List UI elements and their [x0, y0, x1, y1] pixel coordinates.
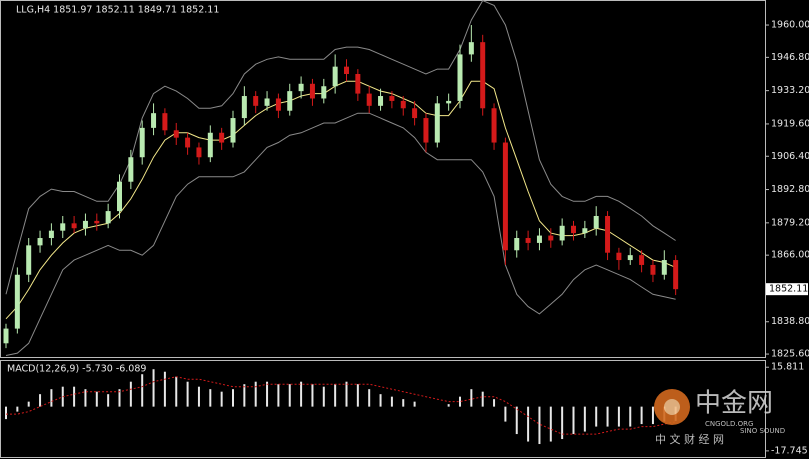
candle-body [207, 132, 213, 158]
candle-body [241, 96, 247, 119]
watermark-logo-text: 中金网 [695, 389, 773, 419]
candle-body [366, 93, 372, 106]
candle-body [309, 83, 315, 99]
candle-body [627, 255, 633, 261]
candle-body [298, 83, 304, 92]
candle-body [650, 264, 656, 275]
candle-body [639, 255, 645, 265]
candle-body [434, 103, 440, 143]
candle-body [162, 113, 168, 131]
y-tick-label: 1866.00 [771, 250, 809, 261]
candle-body [548, 235, 554, 241]
candle-body [94, 220, 100, 224]
current-price-label: 1852.11 [769, 284, 808, 295]
y-tick-label: 1879.20 [771, 217, 809, 228]
candle-body [457, 54, 463, 101]
candle-body [3, 328, 9, 344]
candle-body [219, 132, 225, 143]
y-tick-label: 1892.80 [771, 184, 809, 195]
candle-body [661, 260, 667, 275]
overlay-line [5, 112, 676, 356]
y-tick-label: 1919.60 [771, 118, 809, 129]
candle-body [389, 96, 395, 101]
candle-body [491, 108, 497, 143]
candle-body [480, 42, 486, 109]
y-tick-label: 1960.00 [771, 20, 809, 31]
macd-title: MACD(12,26,9) -5.730 -6.089 [7, 364, 146, 375]
candle-body [82, 220, 88, 229]
candle-body [536, 235, 542, 243]
current-price-box [766, 283, 808, 296]
signal-line [6, 376, 676, 435]
candle-body [321, 86, 327, 99]
watermark-brand: SINO SOUND [740, 427, 785, 435]
candle-body [48, 230, 54, 239]
y-tick-label: 1946.80 [771, 52, 809, 63]
candle-body [559, 225, 565, 241]
watermark-logo-inner [664, 399, 680, 415]
y-tick-label: -17.745 [771, 445, 808, 456]
y-tick-label: 1838.80 [771, 316, 809, 327]
candle-body [128, 157, 134, 182]
candle-body [173, 130, 179, 138]
candle-body [264, 98, 270, 106]
overlay-line [5, 0, 676, 295]
y-tick-label: 1933.20 [771, 85, 809, 96]
candle-body [253, 96, 259, 106]
candle-body [400, 100, 406, 109]
candle-body [287, 91, 293, 111]
candle-body [332, 66, 338, 87]
candle-body [344, 66, 349, 74]
candle-body [616, 252, 622, 261]
macd-panel-frame [0, 360, 766, 458]
candle-body [412, 108, 418, 119]
candle-body [605, 215, 611, 253]
candle-body [60, 223, 66, 231]
candle-body [37, 238, 43, 246]
y-tick-label: 1906.40 [771, 151, 809, 162]
candle-body [117, 181, 122, 212]
candle-body [514, 238, 520, 251]
candle-body [673, 260, 679, 290]
candle-body [196, 147, 202, 158]
candle-body [423, 118, 429, 143]
candle-body [502, 142, 508, 251]
candle-body [275, 98, 281, 111]
watermark: 中金网 CNGOLD.ORG SINO SOUND 中 文 财 经 网 [654, 389, 785, 446]
candle-body [105, 211, 111, 224]
candle-body [139, 127, 145, 158]
candle-body [230, 118, 236, 143]
candle-body [525, 238, 531, 243]
candle-body [151, 113, 157, 128]
chart-title: LLG,H4 1851.97 1852.11 1849.71 1852.11 [16, 5, 219, 16]
candle-body [355, 73, 361, 94]
candle-body [26, 245, 32, 275]
watermark-tagline: 中 文 财 经 网 [655, 432, 724, 446]
overlay-line [5, 80, 676, 320]
y-tick-label: 15.811 [771, 362, 804, 373]
candle-body [582, 228, 588, 234]
candle-body [14, 274, 20, 329]
main-panel-frame [0, 0, 766, 358]
candle-body [593, 215, 599, 229]
y-tick-label: 1825.60 [771, 349, 809, 360]
candle-body [571, 225, 576, 234]
candle-body [71, 223, 77, 229]
candle-body [446, 100, 452, 104]
candle-body [378, 96, 384, 106]
candle-body [468, 42, 474, 55]
candle-body [185, 137, 191, 148]
watermark-site: CNGOLD.ORG [705, 420, 753, 428]
